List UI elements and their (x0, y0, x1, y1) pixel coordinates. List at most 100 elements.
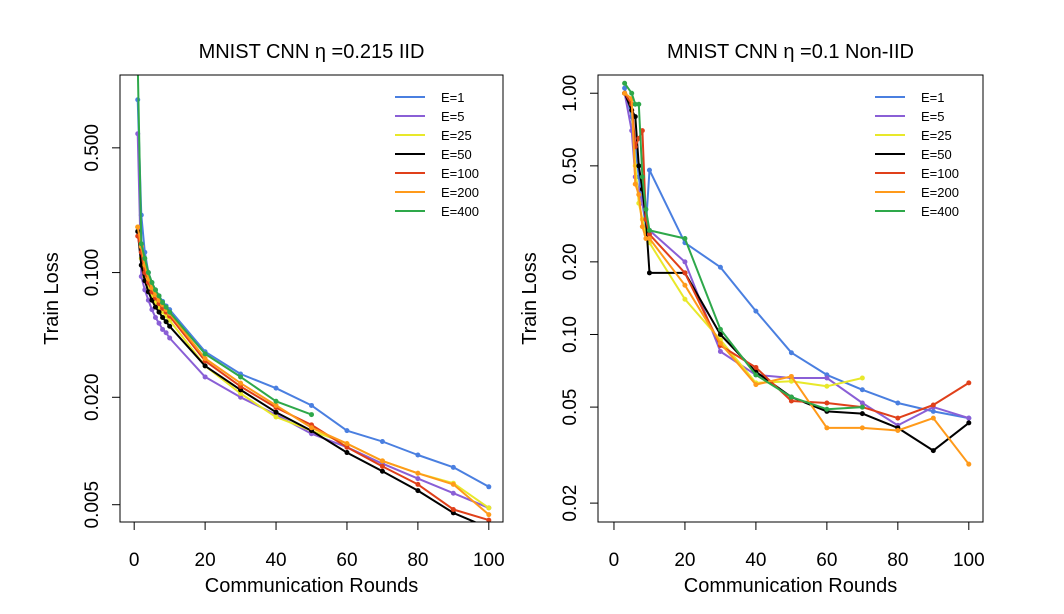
legend-label: E=400 (921, 204, 959, 219)
data-point (966, 461, 972, 467)
data-point (632, 181, 638, 187)
data-point (646, 235, 652, 241)
data-point (966, 380, 972, 386)
data-point (859, 387, 865, 393)
data-point (682, 270, 688, 276)
data-point (415, 476, 421, 482)
data-point (930, 448, 936, 454)
legend-label: E=1 (921, 90, 945, 105)
data-point (646, 227, 652, 233)
legend-label: E=200 (441, 185, 479, 200)
data-point (788, 398, 794, 404)
data-point (646, 231, 652, 237)
legend-label: E=200 (921, 185, 959, 200)
data-point (167, 335, 173, 341)
data-point (788, 373, 794, 379)
chart-title: MNIST CNN η =0.1 Non-IID (667, 41, 914, 63)
data-point (450, 464, 456, 470)
x-tick-label: 0 (129, 550, 140, 571)
data-point (415, 470, 421, 476)
data-point (636, 101, 642, 107)
data-point (450, 481, 456, 487)
x-tick-label: 100 (473, 550, 505, 571)
data-point (682, 259, 688, 265)
legend-label: E=1 (441, 90, 465, 105)
data-point (238, 387, 244, 393)
data-point (138, 274, 144, 280)
data-point (486, 512, 492, 518)
data-point (152, 287, 158, 293)
data-point (152, 314, 158, 320)
x-tick-label: 60 (336, 550, 357, 571)
plot-frame (119, 74, 504, 523)
data-point (152, 304, 158, 310)
y-axis-label: Train Loss (519, 252, 541, 345)
data-point (167, 323, 173, 329)
legend-label: E=5 (921, 109, 945, 124)
data-point (156, 320, 162, 326)
data-point (450, 507, 456, 513)
legend-label: E=50 (441, 147, 472, 162)
data-point (824, 400, 830, 406)
x-tick-label: 20 (674, 550, 695, 571)
y-tick-label: 0.005 (82, 481, 103, 529)
data-point (930, 415, 936, 421)
data-point (636, 192, 642, 198)
data-point (379, 463, 385, 469)
data-point (379, 458, 385, 464)
data-point (149, 307, 155, 313)
data-point (344, 428, 350, 434)
data-point (639, 174, 645, 180)
data-point (629, 90, 635, 96)
data-point (632, 101, 638, 107)
data-point (966, 420, 972, 426)
data-point (415, 488, 421, 494)
data-point (717, 331, 723, 337)
y-tick-label: 0.05 (560, 389, 581, 426)
data-point (859, 411, 865, 417)
chart-title: MNIST CNN η =0.215 IID (199, 41, 425, 63)
data-point (142, 255, 148, 261)
x-tick-label: 20 (195, 550, 216, 571)
data-point (160, 299, 166, 305)
y-tick-label: 0.20 (560, 243, 581, 280)
data-point (643, 206, 649, 212)
data-point (145, 297, 151, 303)
data-point (622, 90, 628, 96)
x-tick-label: 80 (887, 550, 908, 571)
data-point (415, 481, 421, 487)
y-tick-label: 0.50 (560, 147, 581, 184)
data-point (163, 319, 169, 325)
data-point (486, 517, 492, 522)
data-point (163, 304, 169, 310)
x-tick-label: 40 (745, 550, 766, 571)
data-point (450, 490, 456, 496)
data-point (163, 330, 169, 336)
data-point (160, 314, 166, 320)
data-point (309, 412, 314, 418)
data-point (788, 378, 794, 384)
data-point (753, 372, 759, 378)
data-point (238, 391, 244, 397)
data-point (930, 408, 936, 414)
data-point (202, 374, 208, 380)
plot-area (622, 80, 972, 467)
legend-label: E=400 (441, 204, 479, 219)
data-point (135, 224, 141, 230)
plot-area (135, 75, 492, 522)
data-point (859, 404, 865, 410)
legend-label: E=5 (441, 109, 465, 124)
legend-label: E=50 (921, 147, 952, 162)
data-point (682, 235, 688, 241)
data-point (344, 444, 350, 450)
x-tick-label: 40 (265, 550, 286, 571)
data-point (167, 309, 173, 315)
data-point (138, 241, 144, 247)
data-point (145, 289, 151, 295)
data-point (859, 400, 865, 406)
data-point (273, 414, 279, 420)
data-point (895, 415, 901, 421)
data-point (753, 364, 759, 370)
data-point (156, 309, 162, 315)
